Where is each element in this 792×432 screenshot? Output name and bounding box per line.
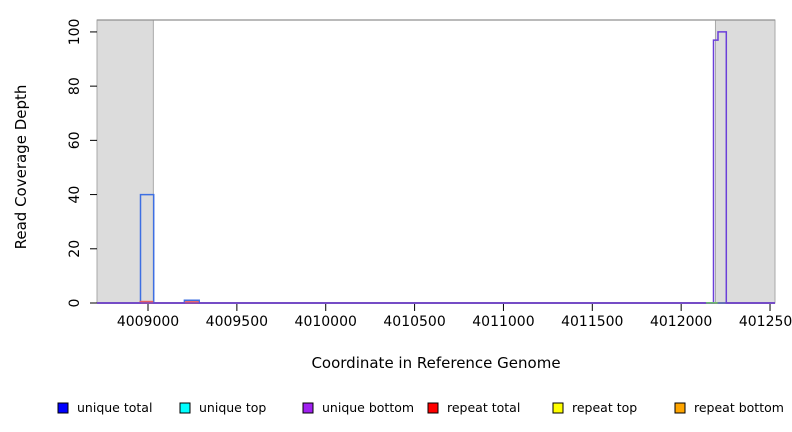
legend-swatch-unique-top <box>179 402 191 414</box>
x-tick-label: 4009000 <box>117 314 179 330</box>
legend-label: repeat total <box>447 400 520 415</box>
repeat-masked-region-left <box>96 19 154 304</box>
legend-swatch-repeat-total <box>427 402 439 414</box>
repeat-masked-region-right <box>714 19 776 304</box>
legend-label: unique top <box>199 400 266 415</box>
series-unique-bottom <box>97 31 775 304</box>
legend-label: unique bottom <box>322 400 414 415</box>
legend-swatch-unique-total <box>57 402 69 414</box>
legend-swatch-unique-bottom <box>302 402 314 414</box>
legend-swatch-repeat-bottom <box>674 402 686 414</box>
y-tick-label: 60 <box>67 131 83 149</box>
legend-label: unique total <box>77 400 152 415</box>
x-tick-label: 4011000 <box>472 314 534 330</box>
y-axis-title: Read Coverage Depth <box>12 85 30 250</box>
x-tick-label: 4012000 <box>650 314 712 330</box>
legend-swatch-repeat-top <box>552 402 564 414</box>
x-tick-label: 4010000 <box>295 314 357 330</box>
x-tick-label: 4011500 <box>561 314 623 330</box>
x-tick-label: 4010500 <box>383 314 445 330</box>
series-unique-total <box>97 193 775 304</box>
y-tick-label: 80 <box>67 77 83 95</box>
y-tick-label: 100 <box>67 19 83 46</box>
y-tick-label: 20 <box>67 240 83 258</box>
y-tick-label: 40 <box>67 186 83 204</box>
y-tick-label: 0 <box>67 299 83 308</box>
x-tick-label: 4009500 <box>206 314 268 330</box>
legend-label: repeat bottom <box>694 400 784 415</box>
x-axis-title: Coordinate in Reference Genome <box>311 354 560 372</box>
legend-label: repeat top <box>572 400 637 415</box>
